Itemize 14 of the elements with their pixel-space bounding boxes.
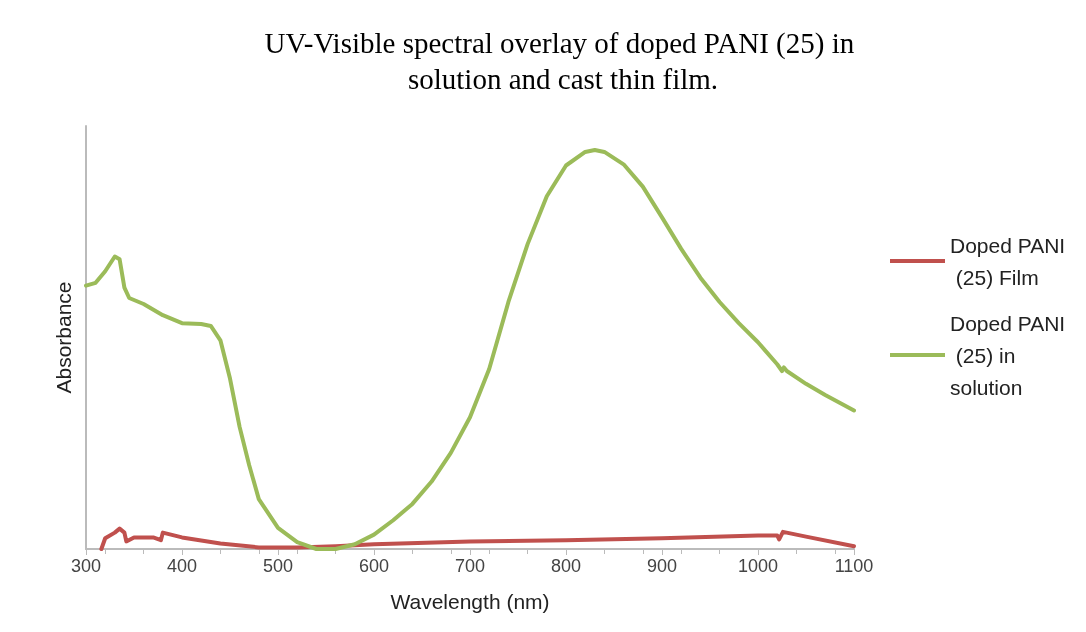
chart-title: UV-Visible spectral overlay of doped PANI (25) in solution and cast thin film.	[264, 27, 862, 95]
x-tick-label: 900	[646, 556, 678, 576]
x-tick-label: 600	[358, 556, 390, 576]
x-tick-label: 1100	[834, 556, 874, 576]
x-tick-label: 700	[454, 556, 486, 576]
x-tick-label: 1000	[737, 556, 779, 576]
legend-label: Doped PANI (25) Film	[950, 233, 1066, 289]
x-tick-label: 500	[262, 556, 294, 576]
x-tick-label: 400	[166, 556, 198, 576]
y-axis-title: Absorbance	[52, 281, 75, 394]
x-axis-title: Wavelength (nm)	[390, 590, 550, 613]
x-tick-label: 300	[70, 556, 102, 576]
legend-label: Doped PANI (25) in solution	[950, 311, 1066, 399]
x-tick-label: 800	[550, 556, 582, 576]
